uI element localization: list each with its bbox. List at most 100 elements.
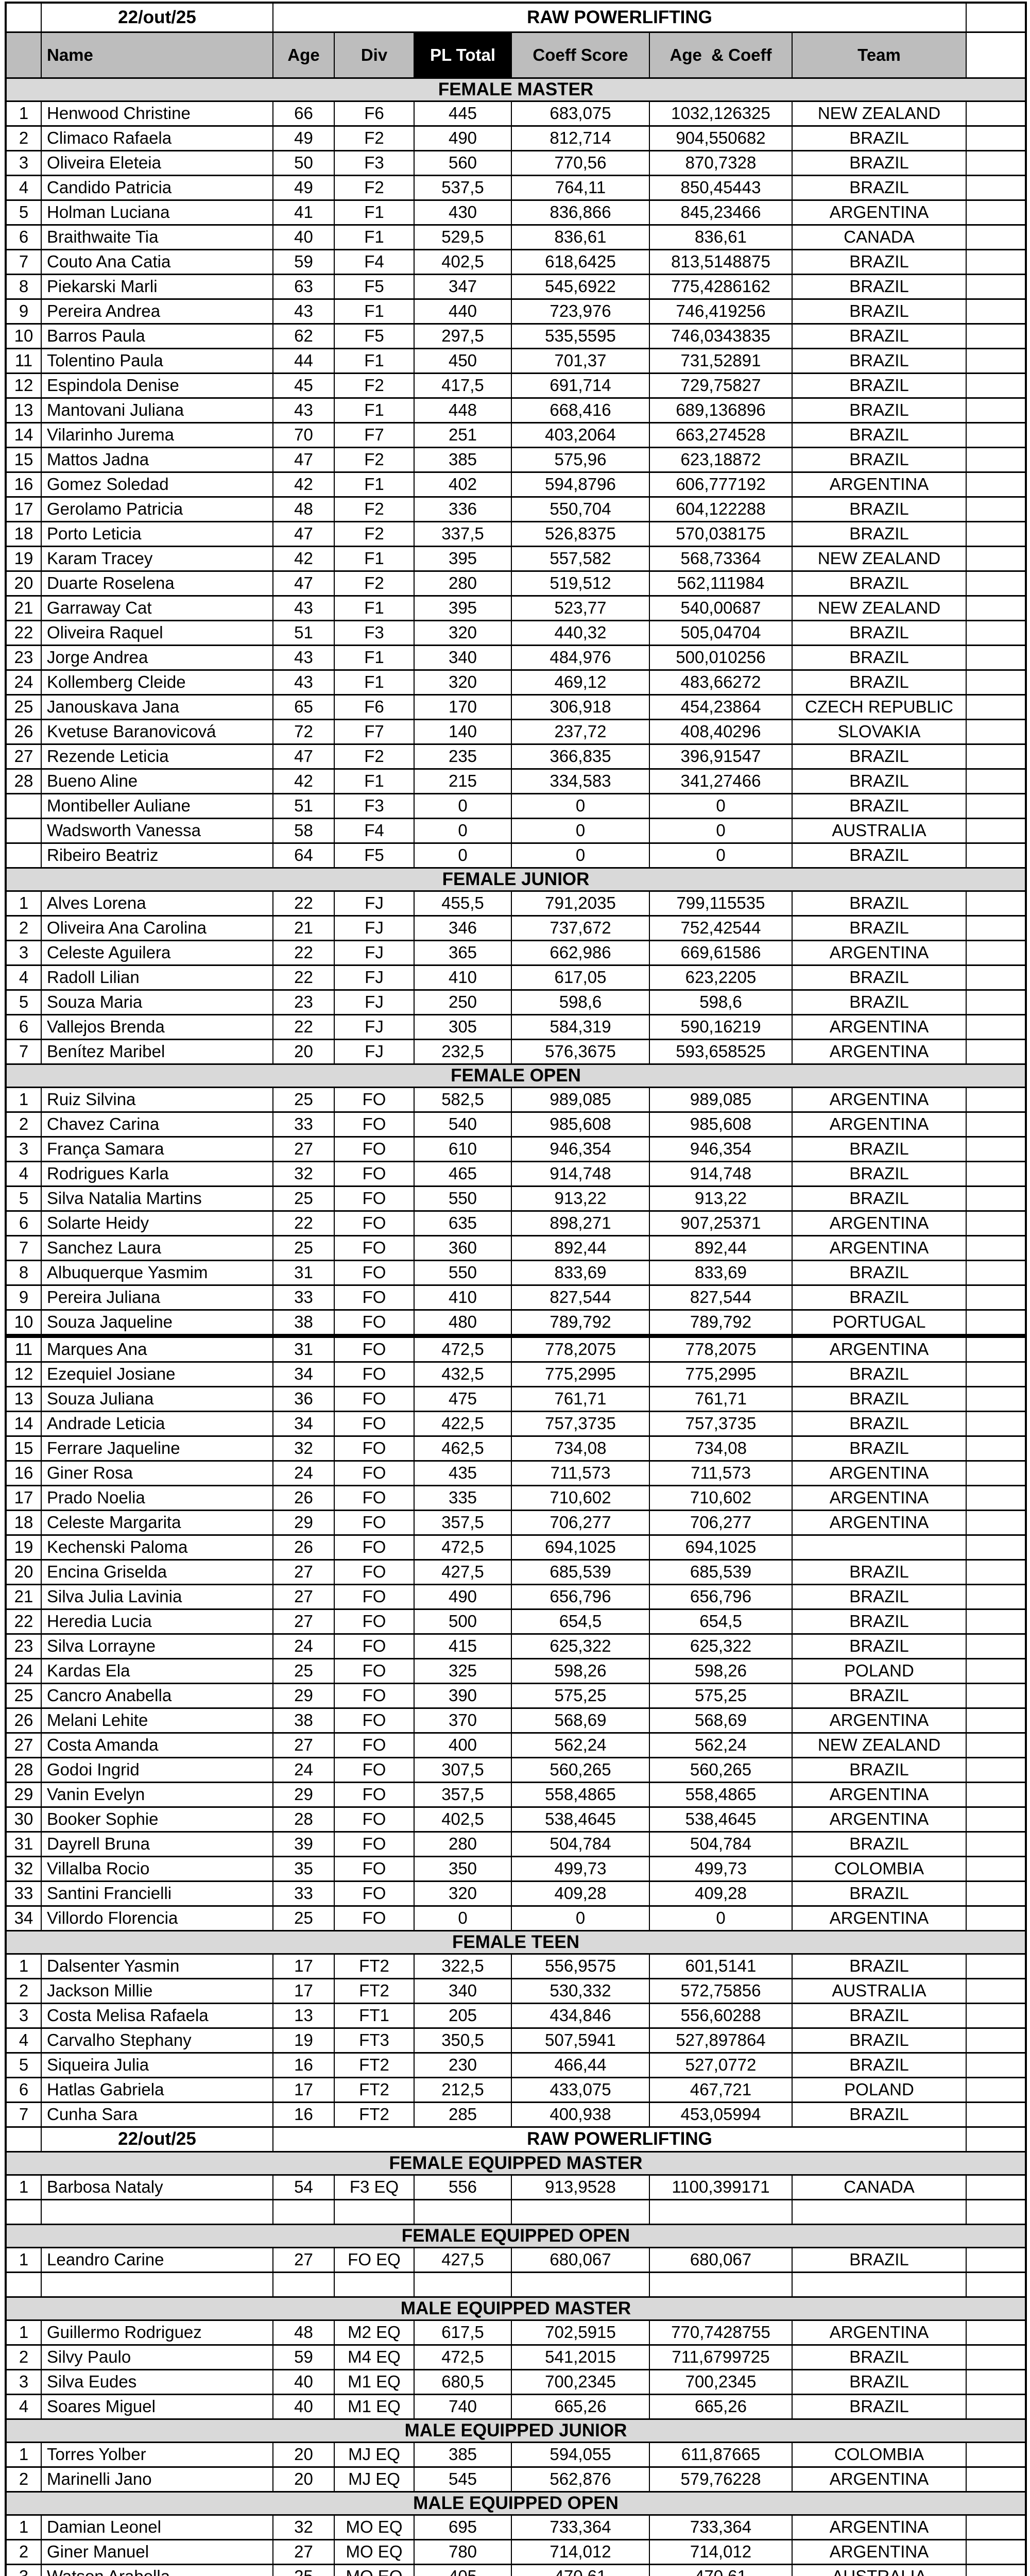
age_coeff-cell: 579,76228 (649, 2466, 793, 2493)
coeff_score-cell: 668,416 (511, 397, 650, 423)
rank-cell: 17 (5, 496, 42, 522)
results-table: 22/out/25 RAW POWERLIFTING Name Age Div PL To… (5, 2, 1027, 2576)
pl_total-cell: 335 (414, 1485, 512, 1511)
table-row: 16 Giner Rosa 24 FO 435 711,573 711,573 ARGENTI… (5, 1460, 1027, 1486)
age-cell: 50 (272, 150, 335, 176)
title-row: 22/out/25 RAW POWERLIFTING (5, 2126, 1027, 2153)
coeff_score-cell (511, 2199, 650, 2225)
age_coeff-cell: 729,75827 (649, 372, 793, 399)
coeff_score-cell: 656,796 (511, 1584, 650, 1610)
name-cell: Pereira Andrea (41, 298, 273, 325)
coeff_score-cell: 434,846 (511, 2003, 650, 2029)
age_coeff-cell: 685,539 (649, 1559, 793, 1585)
name-cell: Soares Miguel (41, 2394, 273, 2420)
age-cell: 24 (272, 1757, 335, 1783)
div-cell: M1 EQ (334, 2369, 415, 2395)
coeff_score-cell: 913,22 (511, 1185, 650, 1212)
spacer-cell (966, 570, 1027, 597)
name-cell: Vanin Evelyn (41, 1782, 273, 1808)
age_coeff-cell: 341,27466 (649, 768, 793, 794)
name-cell: Oliveira Eleteia (41, 150, 273, 176)
pl_total-cell: 582,5 (414, 1087, 512, 1113)
age-cell: 29 (272, 1782, 335, 1808)
div-cell: F5 (334, 274, 415, 300)
age-cell: 47 (272, 570, 335, 597)
section-header-label: FEMALE MASTER (5, 77, 1027, 102)
pl_total-cell: 170 (414, 694, 512, 720)
div-cell: FO (334, 1806, 415, 1833)
team-cell: BRAZIL (791, 1284, 967, 1311)
div-cell: F6 (334, 100, 415, 127)
team-cell: BRAZIL (791, 1136, 967, 1162)
table-row: 22 Oliveira Raquel 51 F3 320 440,32 505,04704 B… (5, 620, 1027, 646)
table-row: 3 Silva Eudes 40 M1 EQ 680,5 700,2345 700,2345… (5, 2369, 1027, 2395)
spacer-cell (966, 2514, 1027, 2540)
age_coeff-cell: 706,277 (649, 1510, 793, 1536)
coeff_score-cell: 366,835 (511, 743, 650, 770)
pl_total-cell: 635 (414, 1210, 512, 1236)
team-cell: BRAZIL (791, 570, 967, 597)
name-cell: Benítez Maribel (41, 1039, 273, 1065)
age_coeff-cell: 946,354 (649, 1136, 793, 1162)
coeff_score-cell: 519,512 (511, 570, 650, 597)
pl_total-cell: 322,5 (414, 1953, 512, 1979)
rank-cell: 27 (5, 1732, 42, 1758)
name-cell: Booker Sophie (41, 1806, 273, 1833)
coeff_score-cell: 440,32 (511, 620, 650, 646)
team-cell: BRAZIL (791, 1435, 967, 1462)
column-header-age: Age (272, 31, 335, 79)
spacer-cell (966, 818, 1027, 844)
name-cell: Jorge Andrea (41, 645, 273, 671)
date-cell: 22/out/25 (41, 2, 273, 33)
age_coeff-cell: 0 (649, 793, 793, 819)
spacer-cell (966, 669, 1027, 696)
pl_total-cell: 340 (414, 1978, 512, 2004)
div-cell: FO (334, 1510, 415, 1536)
age-cell: 33 (272, 1111, 335, 1138)
age_coeff-cell: 870,7328 (649, 150, 793, 176)
name-cell: Melani Lehite (41, 1707, 273, 1734)
coeff_score-cell: 701,37 (511, 348, 650, 374)
table-row: 1 Guillermo Rodriguez 48 M2 EQ 617,5 702,5915… (5, 2319, 1027, 2346)
age_coeff-cell: 593,658525 (649, 1039, 793, 1065)
table-row: 24 Kollemberg Cleide 43 F1 320 469,12 483,6627… (5, 669, 1027, 696)
rank-cell: 26 (5, 719, 42, 745)
spacer-cell (966, 2394, 1027, 2420)
rank-cell: 5 (5, 199, 42, 226)
table-row: 6 Hatlas Gabriela 17 FT2 212,5 433,075 467,721… (5, 2077, 1027, 2103)
table-row: 10 Barros Paula 62 F5 297,5 535,5595 746,03438… (5, 323, 1027, 349)
table-row: 6 Solarte Heidy 22 FO 635 898,271 907,25371 ARG… (5, 1210, 1027, 1236)
section-header-female-open: FEMALE OPEN (5, 1063, 1027, 1088)
pl_total-cell: 410 (414, 964, 512, 991)
team-cell (791, 2199, 967, 2225)
rank-cell: 27 (5, 743, 42, 770)
pl_total-cell: 610 (414, 1136, 512, 1162)
age_coeff-cell: 680,067 (649, 2247, 793, 2273)
age-cell: 31 (272, 1260, 335, 1286)
team-cell: BRAZIL (791, 397, 967, 423)
spacer-cell (966, 1658, 1027, 1684)
table-row: 3 Costa Melisa Rafaela 13 FT1 205 434,846 556,… (5, 2003, 1027, 2029)
team-cell: ARGENTINA (791, 1460, 967, 1486)
rank-cell: 23 (5, 645, 42, 671)
div-cell: FO (334, 1161, 415, 1187)
rank-cell: 22 (5, 620, 42, 646)
rank-cell: 34 (5, 1905, 42, 1931)
age_coeff-cell: 694,1025 (649, 1534, 793, 1561)
table-row: 28 Godoi Ingrid 24 FO 307,5 560,265 560,265 BRA… (5, 1757, 1027, 1783)
age_coeff-cell: 396,91547 (649, 743, 793, 770)
name-cell: Espindola Denise (41, 372, 273, 399)
age_coeff-cell: 568,73364 (649, 546, 793, 572)
coeff_score-cell: 550,704 (511, 496, 650, 522)
age_coeff-cell: 562,24 (649, 1732, 793, 1758)
coeff_score-cell: 989,085 (511, 1087, 650, 1113)
rank-cell: 13 (5, 1386, 42, 1412)
section-header-male-equipped-master: MALE EQUIPPED MASTER (5, 2296, 1027, 2321)
age-cell: 22 (272, 1210, 335, 1236)
div-cell: FJ (334, 1039, 415, 1065)
team-cell: ARGENTINA (791, 1210, 967, 1236)
name-cell: Silva Julia Lavinia (41, 1584, 273, 1610)
div-cell: F2 (334, 447, 415, 473)
age-cell: 27 (272, 1732, 335, 1758)
spacer-cell (966, 1235, 1027, 1261)
